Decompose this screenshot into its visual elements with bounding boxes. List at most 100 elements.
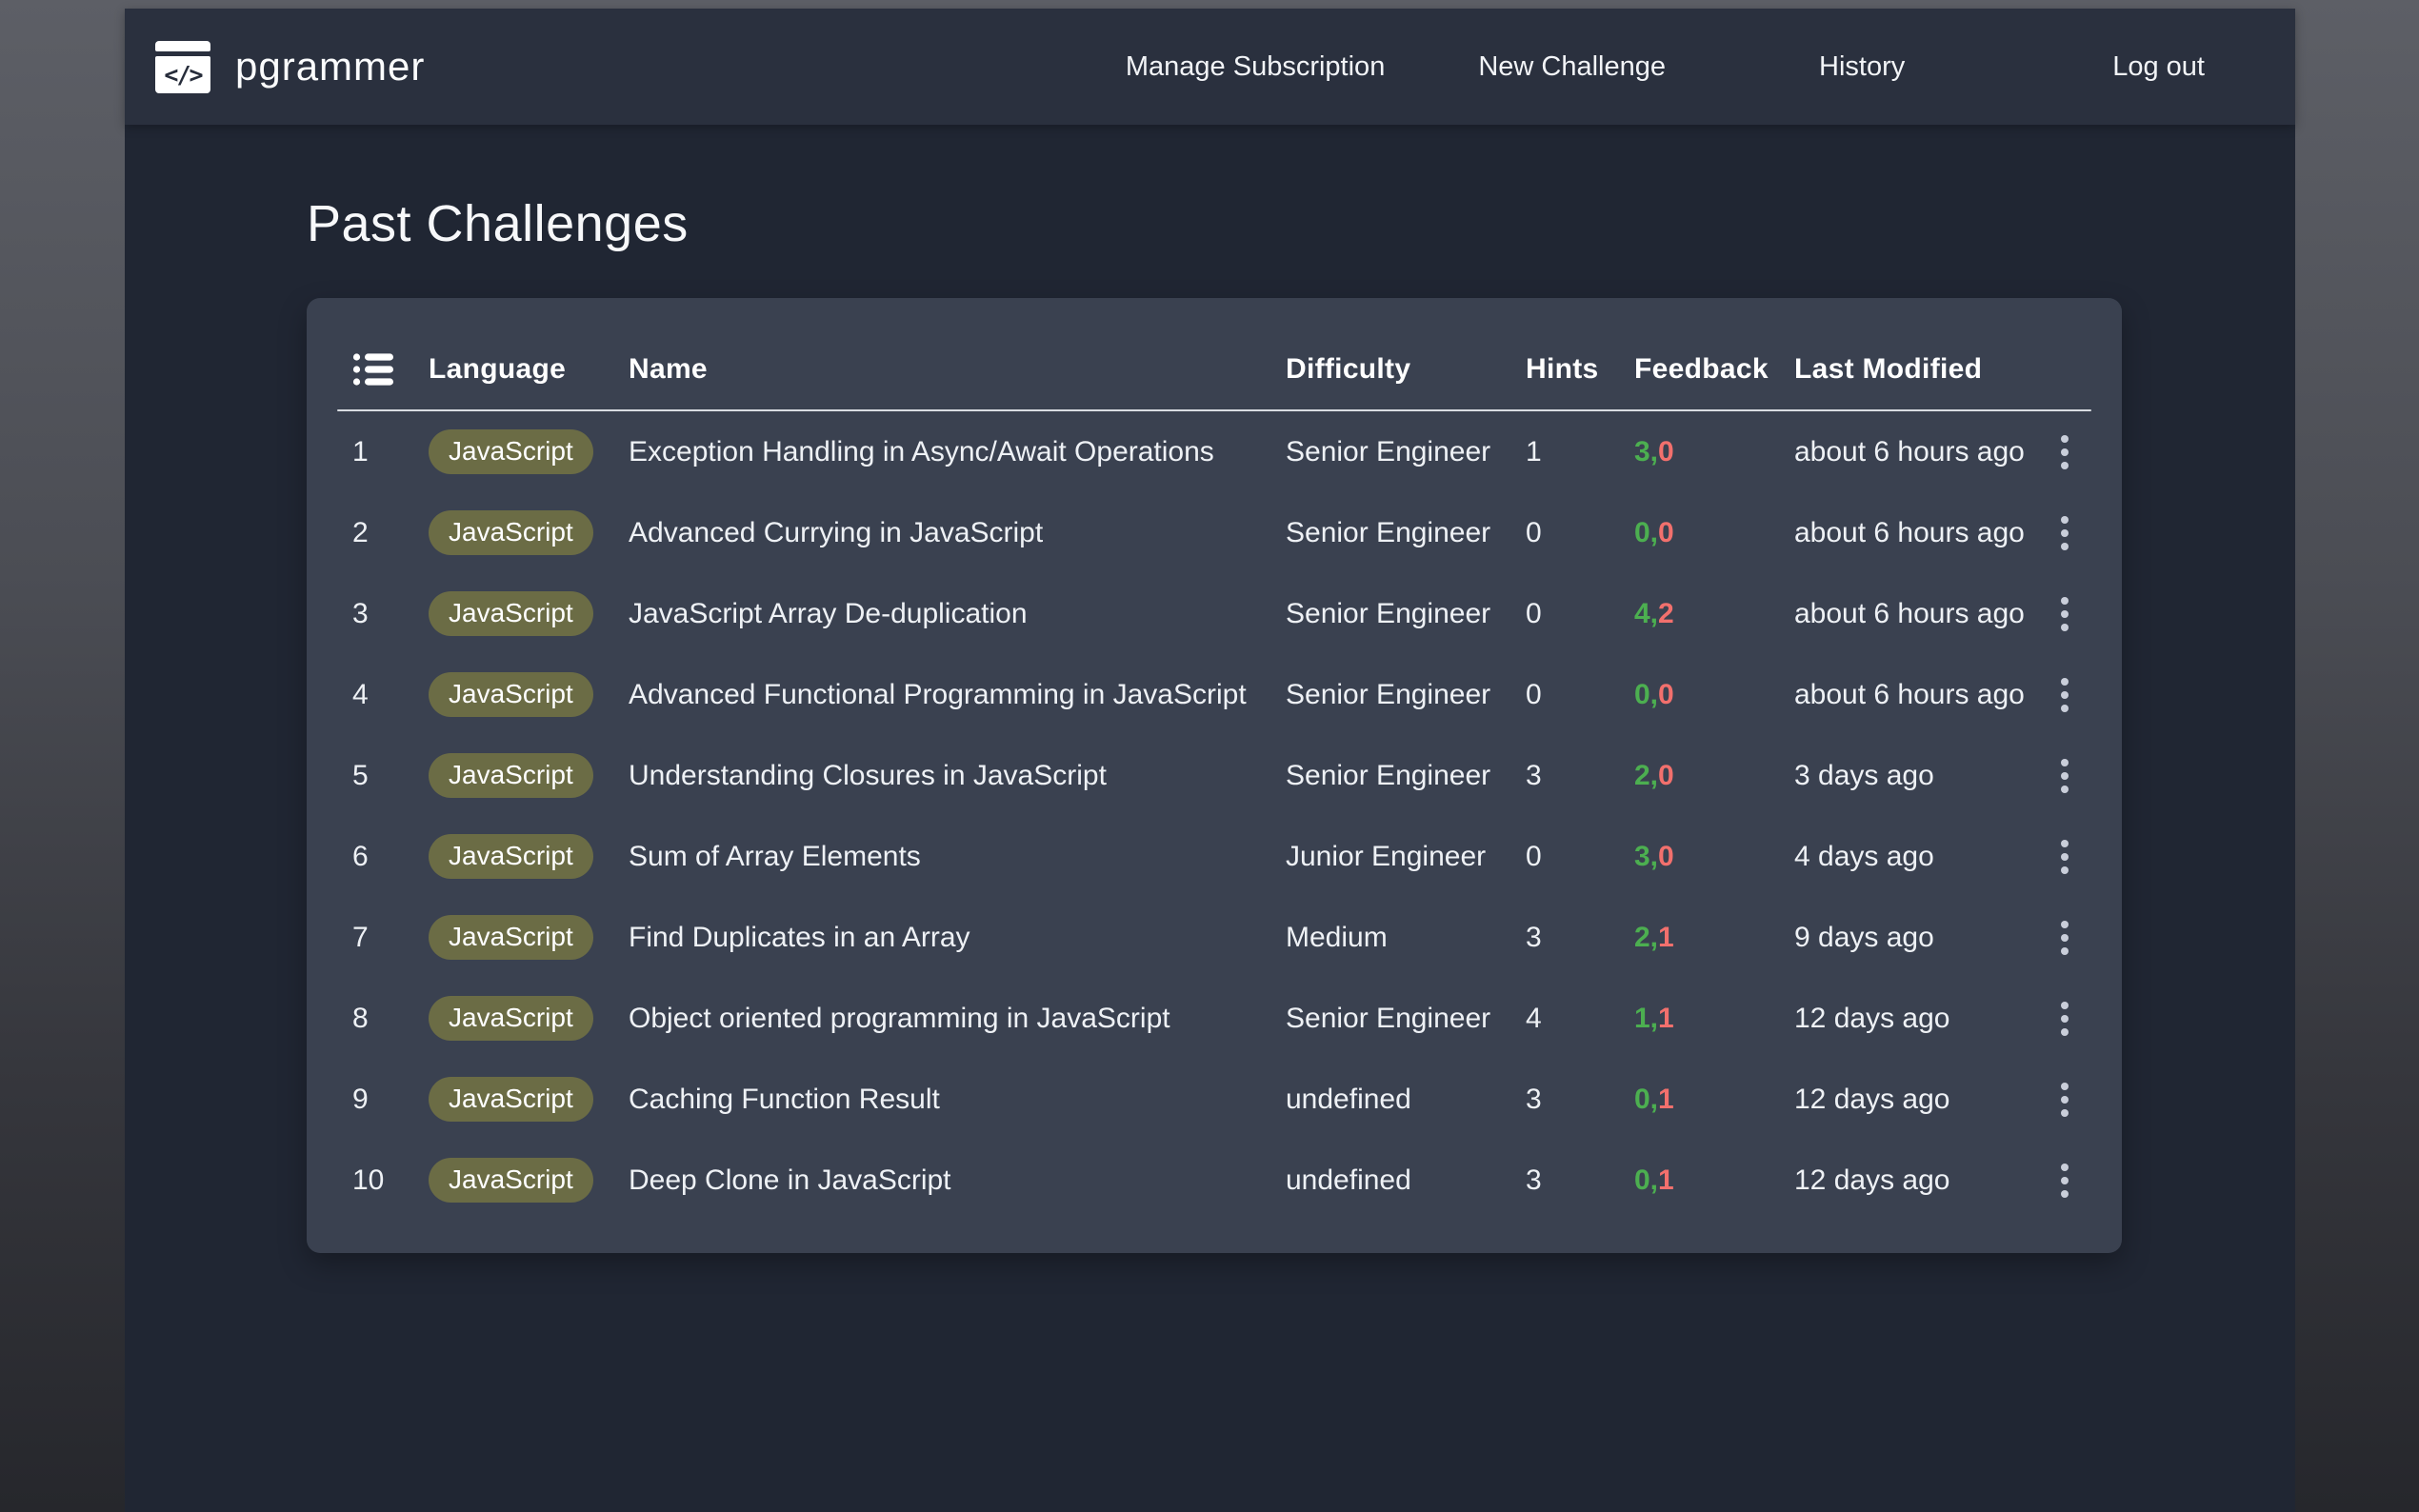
table-row: 7 JavaScript Find Duplicates in an Array… [337, 897, 2091, 978]
language-cell: JavaScript [429, 915, 629, 960]
actions-cell [2038, 836, 2091, 878]
main-content: Past Challenges Language Name Difficulty [125, 194, 2295, 1253]
row-number: 2 [352, 516, 369, 548]
feedback-cell: 0,0 [1634, 679, 1794, 711]
table-row: 6 JavaScript Sum of Array Elements Junio… [337, 816, 2091, 897]
feedback-negative: 2 [1658, 597, 1674, 629]
feedback-positive: 2, [1634, 759, 1659, 791]
feedback-negative: 0 [1658, 516, 1674, 548]
language-cell: JavaScript [429, 510, 629, 555]
row-number: 8 [352, 1002, 369, 1034]
code-window-icon-titlebar [155, 40, 210, 51]
brand[interactable]: </> pgrammer [155, 40, 426, 93]
table-body: 1 JavaScript Exception Handling in Async… [337, 411, 2091, 1221]
language-cell: JavaScript [429, 996, 629, 1041]
last-modified-cell: 4 days ago [1794, 840, 1934, 872]
feedback-cell: 0,0 [1634, 517, 1794, 549]
feedback-positive: 3, [1634, 435, 1659, 468]
column-header-last-modified: Last Modified [1794, 352, 1983, 385]
actions-cell [2038, 998, 2091, 1040]
difficulty-cell: Senior Engineer [1286, 1002, 1491, 1034]
language-badge: JavaScript [429, 591, 593, 636]
row-number: 5 [352, 759, 369, 791]
feedback-cell: 3,0 [1634, 841, 1794, 873]
feedback-cell: 2,1 [1634, 922, 1794, 954]
kebab-menu-icon[interactable] [2053, 917, 2076, 959]
language-badge: JavaScript [429, 1077, 593, 1122]
last-modified-cell: about 6 hours ago [1794, 516, 2025, 548]
table-header-index [337, 350, 429, 388]
nav-manage-subscription[interactable]: Manage Subscription [1125, 50, 1386, 82]
nav-new-challenge[interactable]: New Challenge [1478, 50, 1666, 82]
column-header-feedback: Feedback [1634, 352, 1769, 385]
kebab-menu-icon[interactable] [2053, 431, 2076, 473]
hints-cell: 0 [1526, 597, 1542, 629]
top-navbar: </> pgrammer Manage Subscription New Cha… [125, 9, 2295, 125]
actions-cell [2038, 674, 2091, 716]
difficulty-cell: Senior Engineer [1286, 597, 1491, 629]
row-number: 4 [352, 678, 369, 710]
hints-cell: 3 [1526, 1083, 1542, 1115]
kebab-menu-icon[interactable] [2053, 512, 2076, 554]
difficulty-cell: undefined [1286, 1164, 1411, 1196]
table-row: 3 JavaScript JavaScript Array De-duplica… [337, 573, 2091, 654]
hints-cell: 4 [1526, 1002, 1542, 1034]
kebab-menu-icon[interactable] [2053, 755, 2076, 797]
language-cell: JavaScript [429, 1158, 629, 1203]
kebab-menu-icon[interactable] [2053, 674, 2076, 716]
last-modified-cell: 9 days ago [1794, 921, 1934, 953]
challenges-table-card: Language Name Difficulty Hints Feedback … [307, 298, 2122, 1253]
kebab-menu-icon[interactable] [2053, 1079, 2076, 1121]
feedback-positive: 2, [1634, 921, 1659, 953]
feedback-positive: 0, [1634, 1083, 1659, 1115]
row-number: 6 [352, 840, 369, 872]
hints-cell: 3 [1526, 759, 1542, 791]
feedback-positive: 4, [1634, 597, 1659, 629]
code-window-icon: </> [155, 40, 210, 93]
table-row: 8 JavaScript Object oriented programming… [337, 978, 2091, 1059]
feedback-cell: 1,1 [1634, 1003, 1794, 1035]
header-divider [337, 409, 2091, 411]
difficulty-cell: Senior Engineer [1286, 435, 1491, 468]
kebab-menu-icon[interactable] [2053, 998, 2076, 1040]
actions-cell [2038, 755, 2091, 797]
actions-cell [2038, 1160, 2091, 1202]
feedback-negative: 1 [1658, 1164, 1674, 1196]
hints-cell: 0 [1526, 840, 1542, 872]
row-number: 7 [352, 921, 369, 953]
feedback-cell: 0,1 [1634, 1084, 1794, 1116]
language-badge: JavaScript [429, 510, 593, 555]
difficulty-cell: Junior Engineer [1286, 840, 1487, 872]
kebab-menu-icon[interactable] [2053, 836, 2076, 878]
challenge-name: Find Duplicates in an Array [629, 921, 970, 953]
last-modified-cell: 12 days ago [1794, 1002, 1950, 1034]
nav-links: Manage Subscription New Challenge Histor… [1126, 51, 2205, 83]
row-number: 3 [352, 597, 369, 629]
brand-name: pgrammer [235, 44, 426, 89]
feedback-negative: 1 [1658, 1083, 1674, 1115]
difficulty-cell: Senior Engineer [1286, 678, 1491, 710]
actions-cell [2038, 593, 2091, 635]
challenge-name: JavaScript Array De-duplication [629, 597, 1028, 629]
language-cell: JavaScript [429, 834, 629, 879]
language-badge: JavaScript [429, 1158, 593, 1203]
kebab-menu-icon[interactable] [2053, 1160, 2076, 1202]
kebab-menu-icon[interactable] [2053, 593, 2076, 635]
actions-cell [2038, 1079, 2091, 1121]
table-row: 4 JavaScript Advanced Functional Program… [337, 654, 2091, 735]
hints-cell: 3 [1526, 1164, 1542, 1196]
feedback-positive: 0, [1634, 1164, 1659, 1196]
column-header-hints: Hints [1526, 352, 1599, 385]
last-modified-cell: 12 days ago [1794, 1083, 1950, 1115]
last-modified-cell: about 6 hours ago [1794, 597, 2025, 629]
difficulty-cell: undefined [1286, 1083, 1411, 1115]
language-badge: JavaScript [429, 672, 593, 717]
nav-history[interactable]: History [1819, 50, 1906, 82]
feedback-positive: 1, [1634, 1002, 1659, 1034]
challenge-name: Advanced Functional Programming in JavaS… [629, 678, 1247, 710]
hints-cell: 0 [1526, 678, 1542, 710]
actions-cell [2038, 917, 2091, 959]
feedback-positive: 0, [1634, 678, 1659, 710]
table-row: 5 JavaScript Understanding Closures in J… [337, 735, 2091, 816]
nav-logout[interactable]: Log out [2112, 50, 2205, 82]
